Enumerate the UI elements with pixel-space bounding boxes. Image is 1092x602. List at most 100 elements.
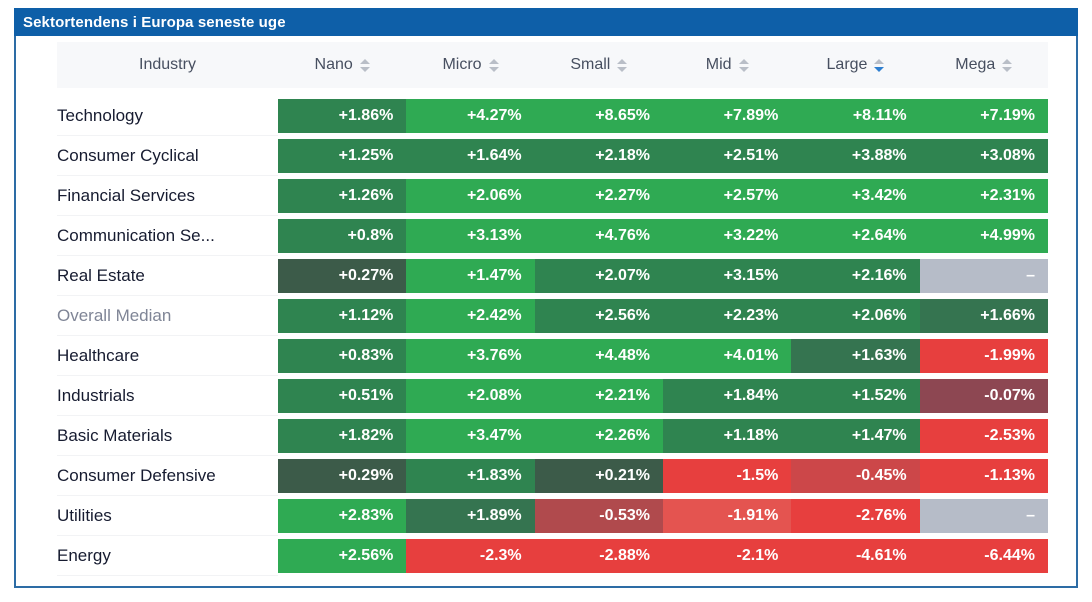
heatmap-cell: -1.5% [662,459,792,493]
heatmap-cell: +2.07% [534,259,663,293]
heatmap-cell: +2.23% [662,299,792,333]
row-label: Utilities [57,496,278,536]
widget-title: Sektortendens i Europa seneste uge [23,13,286,31]
row-cells: +1.26% +2.06% +2.27% +2.57% +3.42% +2.31% [278,179,1048,213]
widget-title-bar: Sektortendens i Europa seneste uge [14,8,1078,36]
heatmap-cell: -0.45% [791,459,920,493]
table-row: Technology +1.86% +4.27% +8.65% +7.89% +8.11… [57,96,1048,136]
column-header-micro[interactable]: Micro [406,56,534,74]
heatmap-cell: +1.25% [278,139,407,173]
heatmap-cell: +1.86% [278,99,407,133]
row-label: Real Estate [57,256,278,296]
heatmap-cell: +0.21% [534,459,663,493]
heatmap-cell: +4.01% [662,339,792,373]
heatmap-cell: +2.26% [534,419,663,453]
heatmap-cell: +8.11% [791,99,920,133]
heatmap-cell: +1.47% [791,419,920,453]
heatmap-cell: +1.47% [406,259,535,293]
row-label: Energy [57,536,278,576]
heatmap-cell: +1.12% [278,299,407,333]
column-header-mid[interactable]: Mid [663,56,791,74]
heatmap-cell: -2.53% [919,419,1048,453]
heatmap-cell: -1.99% [919,339,1048,373]
row-cells: +0.51% +2.08% +2.21% +1.84% +1.52% -0.07% [278,379,1048,413]
sort-down-icon [617,66,628,72]
row-label: Consumer Defensive [57,456,278,496]
heatmap-cell: -6.44% [919,539,1048,573]
heatmap-cell: +4.48% [534,339,663,373]
sort-down-icon [738,66,749,72]
heatmap-cell: +0.27% [278,259,407,293]
heatmap-cell: +3.47% [406,419,535,453]
column-header-nano[interactable]: Nano [278,56,406,74]
heatmap-cell: +1.63% [791,339,920,373]
heatmap-cell: +7.19% [919,99,1048,133]
sort-down-icon [874,66,885,72]
row-label: Overall Median [57,296,278,336]
row-label: Basic Materials [57,416,278,456]
heatmap-cell: +0.29% [278,459,407,493]
heatmap-cell: +1.84% [662,379,792,413]
table-row: Basic Materials +1.82% +3.47% +2.26% +1.18%… [57,416,1048,456]
heatmap-cell: +2.06% [791,299,920,333]
sort-up-icon [1002,58,1013,64]
heatmap-cell: +0.83% [278,339,407,373]
sort-up-icon [488,58,499,64]
row-cells: +1.86% +4.27% +8.65% +7.89% +8.11% +7.19% [278,99,1048,133]
heatmap-cell: +1.89% [406,499,535,533]
heatmap-cell: +0.8% [278,219,407,253]
row-cells: +0.27% +1.47% +2.07% +3.15% +2.16% – [278,259,1048,293]
heatmap-cell: +2.08% [406,379,535,413]
heatmap-cell: +3.22% [662,219,792,253]
row-cells: +2.56% -2.3% -2.88% -2.1% -4.61% -6.44% [278,539,1048,573]
heatmap-cell: +1.26% [278,179,407,213]
row-cells: +0.83% +3.76% +4.48% +4.01% +1.63% -1.99% [278,339,1048,373]
column-header-label: Mid [705,56,732,73]
heatmap-cell: +1.64% [406,139,535,173]
heatmap-cell: +2.56% [534,299,663,333]
row-label: Healthcare [57,336,278,376]
sort-down-icon [359,66,370,72]
heatmap-cell: +1.52% [791,379,920,413]
heatmap-cell: -0.53% [534,499,663,533]
column-header-industry: Industry [139,56,196,73]
heatmap-cell: +2.57% [662,179,792,213]
heatmap-cell: +2.16% [791,259,920,293]
row-cells: +1.82% +3.47% +2.26% +1.18% +1.47% -2.53% [278,419,1048,453]
header-row: Industry Nano Micro Small Mid Large [57,42,1048,88]
row-cells: +1.12% +2.42% +2.56% +2.23% +2.06% +1.66% [278,299,1048,333]
table-row: Consumer Defensive +0.29% +1.83% +0.21% -1.… [57,456,1048,496]
sort-arrows-icon [874,58,885,72]
heatmap-cell: +2.21% [534,379,663,413]
column-header-small[interactable]: Small [535,56,663,74]
heatmap-cell: – [919,499,1048,533]
column-header-large[interactable]: Large [791,56,919,74]
column-header-label: Nano [314,56,353,73]
sort-up-icon [359,58,370,64]
heatmap-cell: -2.88% [534,539,663,573]
heatmap-cell: +3.13% [406,219,535,253]
row-label: Financial Services [57,176,278,216]
table-row: Overall Median +1.12% +2.42% +2.56% +2.23% +… [57,296,1048,336]
heatmap-cell: -2.76% [791,499,920,533]
table-row: Utilities +2.83% +1.89% -0.53% -1.91% -2.76%… [57,496,1048,536]
column-header-label: Small [570,56,611,73]
heatmap-cell: +1.66% [919,299,1048,333]
heatmap-cell: +8.65% [534,99,663,133]
column-header-mega[interactable]: Mega [920,56,1048,74]
heatmap-cell: +2.06% [406,179,535,213]
heatmap-cell: +0.51% [278,379,407,413]
column-header-label: Micro [442,56,482,73]
column-header-label: Large [826,56,868,73]
heatmap-cell: +2.51% [662,139,792,173]
heatmap-cell: +4.76% [534,219,663,253]
row-cells: +0.8% +3.13% +4.76% +3.22% +2.64% +4.99% [278,219,1048,253]
heatmap-cell: -0.07% [919,379,1048,413]
heatmap-cell: +2.27% [534,179,663,213]
table-row: Real Estate +0.27% +1.47% +2.07% +3.15% +2.1… [57,256,1048,296]
sort-arrows-icon [359,58,370,72]
heatmap-cell: +3.76% [406,339,535,373]
heatmap-cell: +3.42% [791,179,920,213]
row-label: Communication Se... [57,216,278,256]
heatmap-cell: +4.27% [406,99,535,133]
